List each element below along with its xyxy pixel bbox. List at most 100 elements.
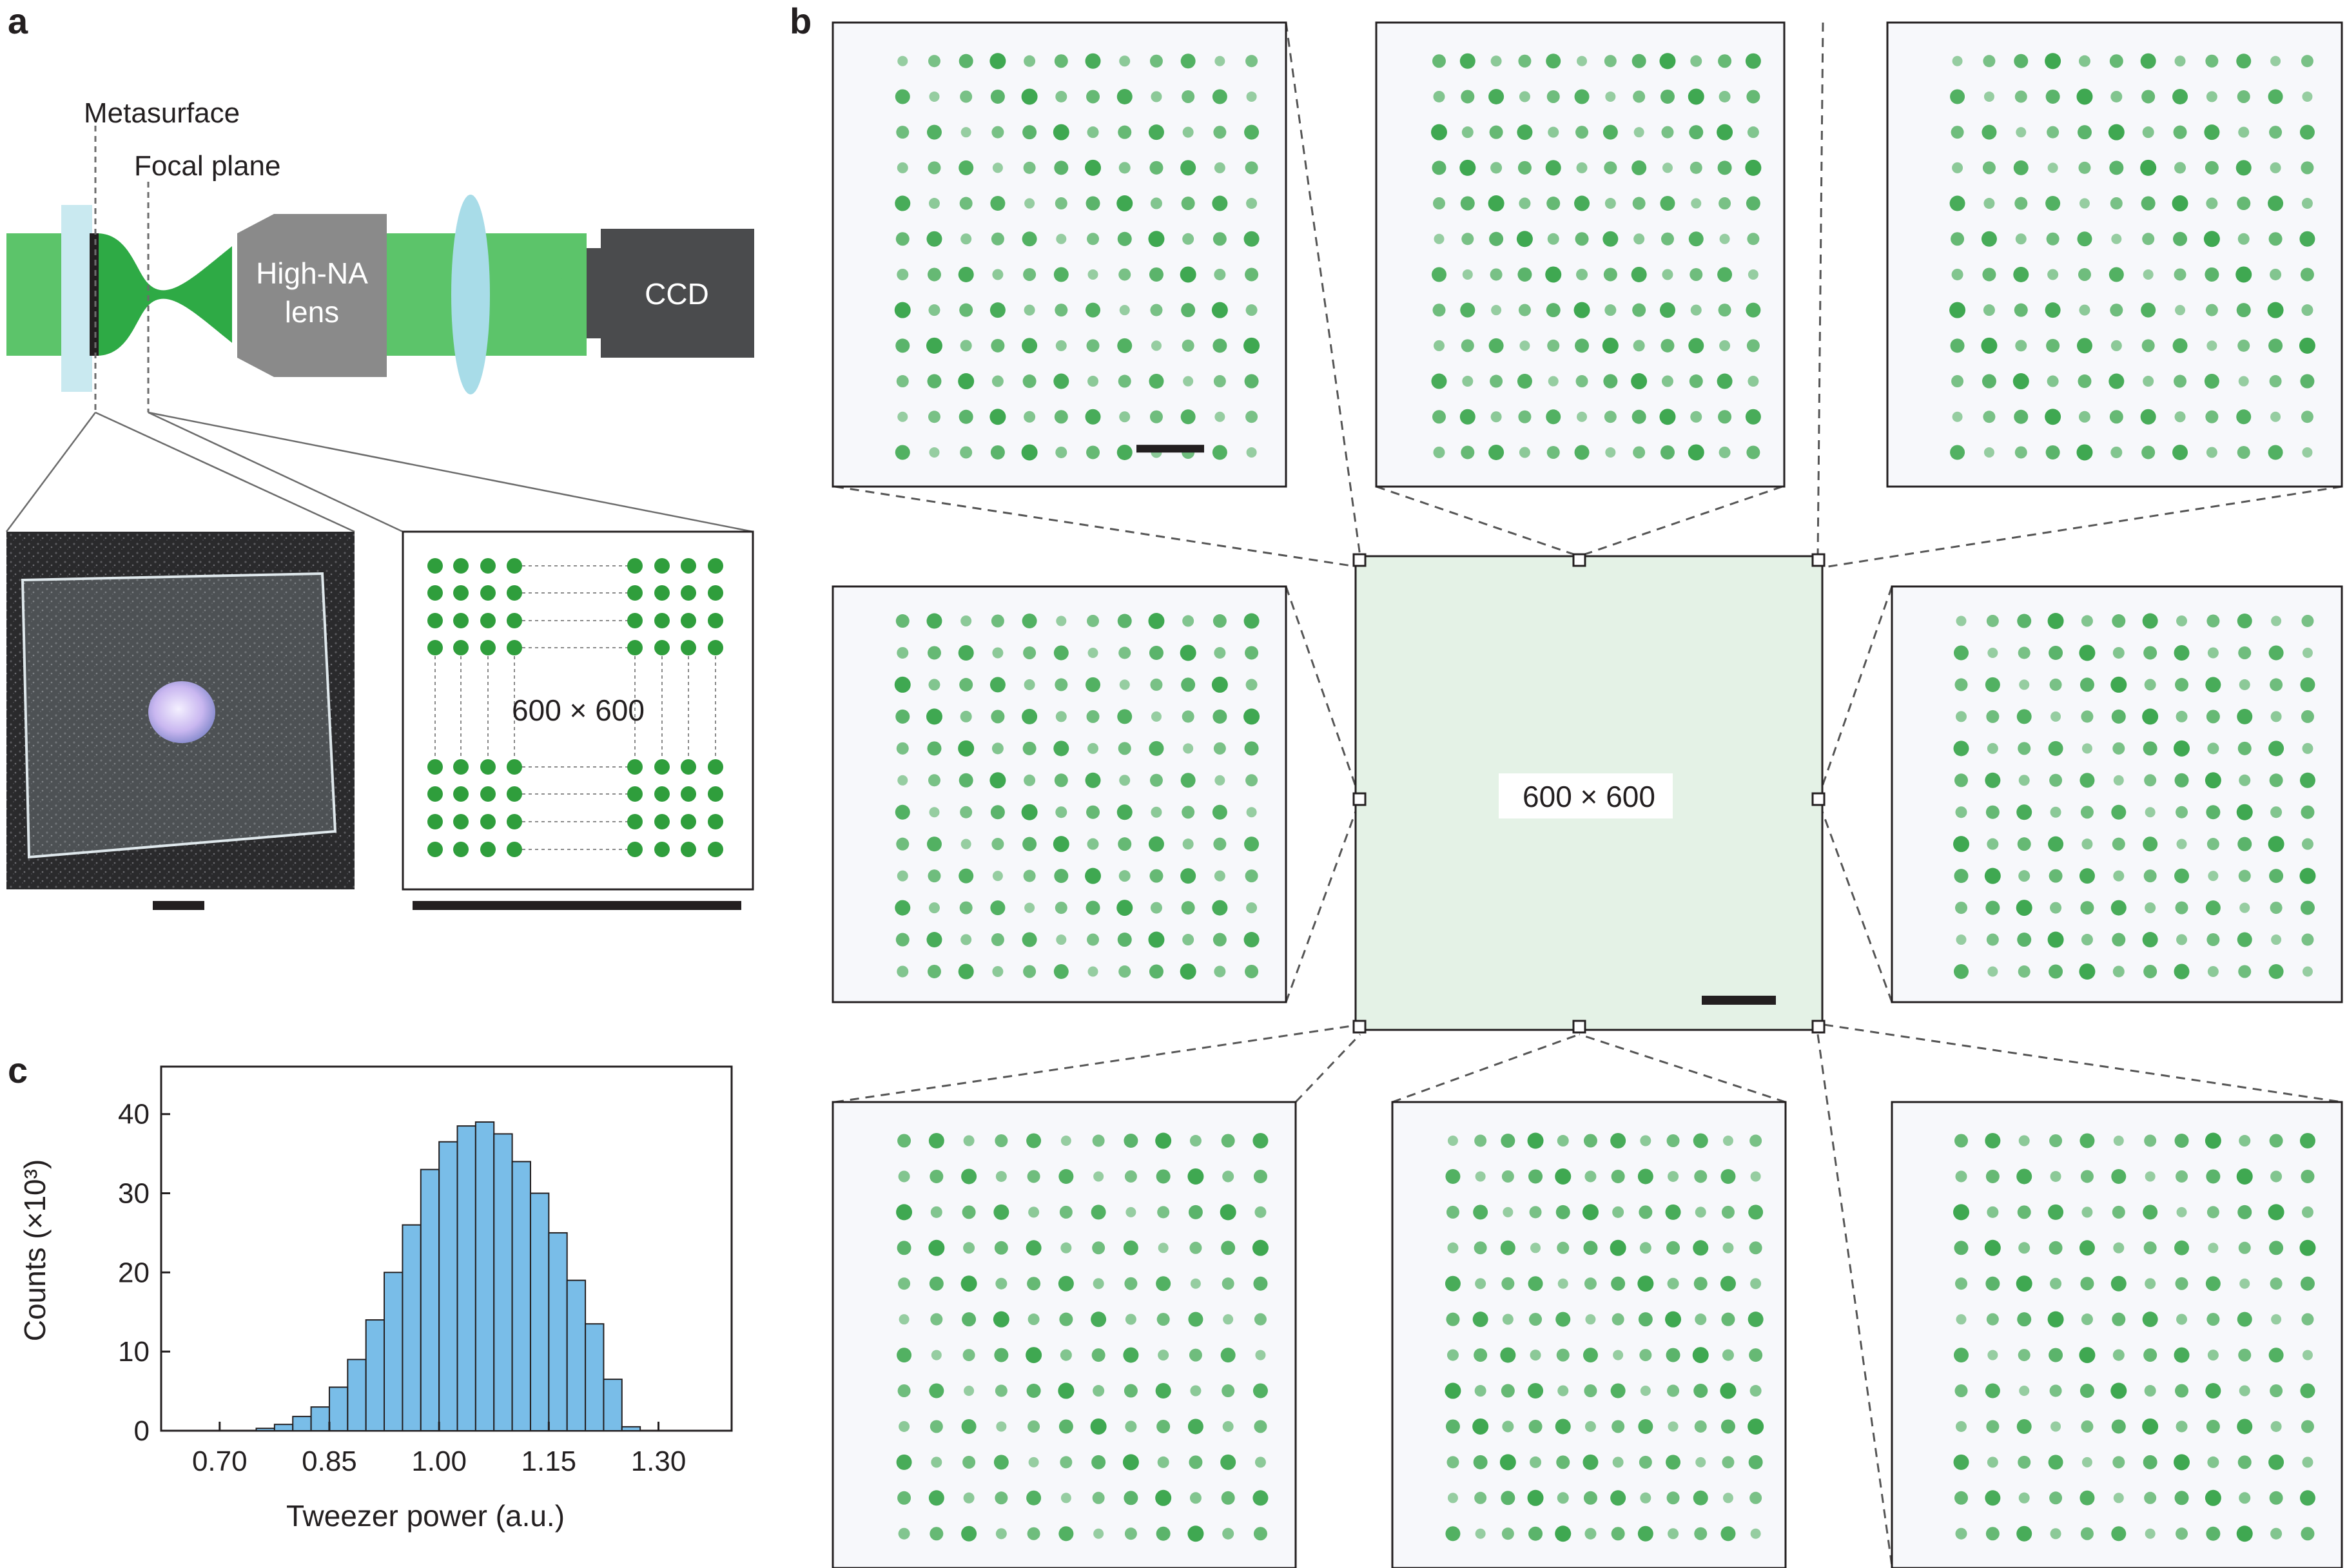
tweezer-spot [2049, 869, 2063, 883]
tweezer-spot [898, 1277, 911, 1290]
tweezer-spot [2238, 869, 2251, 882]
tweezer-spot [1746, 302, 1761, 318]
tweezer-spot [2145, 902, 2156, 914]
tweezer-spot [2143, 1241, 2157, 1255]
tweezer-spot [1253, 1276, 1268, 1291]
tweezer-spot [2017, 837, 2031, 851]
tweezer-spot [1690, 411, 1702, 423]
tweezer-spot [2080, 806, 2094, 819]
tweezer-spot [2237, 1205, 2252, 1219]
tweezer-spot [1722, 1493, 1733, 1504]
tweezer-spot [2046, 232, 2060, 246]
tweezer-spot [1528, 1383, 1544, 1399]
tweezer-spot [1951, 375, 1964, 388]
tweezer-spot [2270, 268, 2282, 280]
tweezer-spot [2143, 837, 2158, 852]
tweezer-spot [1214, 162, 1225, 173]
tweezer-dot [708, 558, 723, 574]
tweezer-spot [2176, 1206, 2187, 1217]
tweezer-spot [1688, 88, 1704, 105]
histogram-bar [438, 1141, 458, 1432]
tweezer-spot [2047, 162, 2058, 173]
tweezer-spot [2301, 710, 2314, 723]
tweezer-spot [1749, 1134, 1762, 1147]
tweezer-spot [1659, 302, 1675, 318]
tweezer-spot [959, 197, 973, 210]
zoom-panel [832, 1101, 1297, 1568]
histogram-bar [384, 1272, 404, 1431]
tweezer-spot [2016, 1418, 2032, 1434]
tweezer-spot [1118, 742, 1131, 755]
tweezer-spot [1472, 1312, 1488, 1328]
tweezer-spot [897, 1348, 912, 1363]
tweezer-spot [928, 198, 940, 209]
tweezer-spot [1557, 1135, 1569, 1147]
tweezer-spot [992, 162, 1003, 173]
tweezer-spot [1612, 1313, 1624, 1326]
tweezer-spot [1253, 1527, 1267, 1541]
tweezer-spot [899, 1314, 910, 1325]
tweezer-spot [2205, 1383, 2221, 1399]
tweezer-spot [2144, 774, 2157, 787]
tweezer-spot [1056, 934, 1067, 945]
tweezer-spot [1187, 1168, 1204, 1185]
tweezer-spot [1118, 965, 1131, 978]
lens-label-line2: lens [285, 295, 339, 329]
tweezer-dot [654, 558, 670, 574]
tweezer-spot [1527, 1489, 1544, 1506]
tweezer-spot [1986, 933, 1999, 946]
tweezer-spot [2205, 160, 2219, 175]
histogram-bar [566, 1279, 587, 1432]
tweezer-spot [2301, 615, 2314, 628]
panel-a-letter: a [8, 1, 28, 41]
tweezer-spot [1445, 1419, 1460, 1434]
tweezer-spot [2270, 1527, 2283, 1540]
histogram-bar [585, 1323, 605, 1432]
tweezer-spot [2047, 931, 2064, 948]
tweezer-spot [1087, 742, 1099, 754]
tweezer-spot [1085, 409, 1101, 425]
tweezer-spot [2270, 902, 2283, 915]
tweezer-spot [1060, 1136, 1071, 1147]
tweezer-spot [1149, 964, 1164, 979]
tweezer-spot [994, 1241, 1008, 1255]
tweezer-spot [1519, 447, 1530, 458]
tweezer-spot [1148, 124, 1164, 140]
tweezer-spot [1087, 376, 1099, 387]
tweezer-spot [2206, 340, 2217, 351]
tweezer-spot [2176, 1420, 2188, 1433]
tweezer-spot [1950, 89, 1965, 104]
tweezer-spot [1148, 931, 1165, 948]
tweezer-spot [2207, 742, 2219, 755]
tweezer-spot [989, 677, 1006, 693]
tweezer-spot [1091, 1348, 1105, 1362]
tweezer-spot [1661, 126, 1674, 139]
tweezer-spot [1461, 90, 1475, 104]
tweezer-spot [928, 1133, 944, 1149]
tweezer-spot [1254, 1313, 1267, 1326]
tweezer-spot [1021, 88, 1038, 105]
tweezer-spot [1124, 1384, 1138, 1398]
tweezer-spot [1987, 838, 1999, 850]
tweezer-spot [1124, 1527, 1137, 1540]
tweezer-spot [1055, 197, 1067, 210]
tweezer-spot [2206, 1526, 2221, 1541]
tweezer-spot [2300, 677, 2315, 692]
tweezer-spot [1117, 709, 1133, 724]
tweezer-spot [1151, 340, 1162, 351]
tweezer-spot [1719, 197, 1731, 210]
tweezer-spot [2269, 773, 2283, 788]
tweezer-spot [1181, 677, 1196, 692]
tweezer-spot [2172, 88, 2188, 104]
tweezer-spot [963, 1492, 975, 1504]
tweezer-spot [1472, 1418, 1489, 1435]
tweezer-spot [1749, 1348, 1763, 1362]
tweezer-spot [1058, 1382, 1075, 1399]
tweezer-spot [1119, 775, 1131, 786]
tweezer-spot [1987, 742, 1998, 754]
tweezer-spot [1149, 869, 1164, 883]
tweezer-spot [1149, 374, 1164, 389]
tweezer-spot [1446, 1456, 1459, 1469]
ccd-label: CCD [645, 277, 709, 311]
